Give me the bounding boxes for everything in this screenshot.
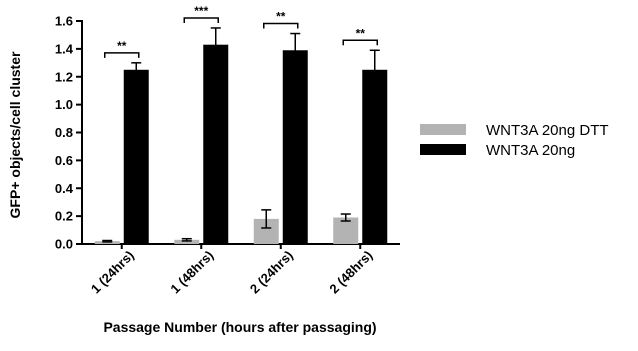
y-tick-label: 1.4 xyxy=(55,41,74,56)
y-tick-label: 0.6 xyxy=(55,153,73,168)
significance-label: *** xyxy=(194,4,208,18)
significance-label: ** xyxy=(117,39,127,53)
bar-dtt xyxy=(333,217,359,244)
x-tick-label: 1 (24hrs) xyxy=(88,248,137,297)
significance-label: ** xyxy=(356,26,366,40)
bar-dtt xyxy=(174,239,200,244)
significance-bracket xyxy=(263,22,299,29)
x-tick-label: 2 (48hrs) xyxy=(326,248,375,297)
y-tick-label: 0.8 xyxy=(55,125,73,140)
legend-label: WNT3A 20ng xyxy=(486,142,575,159)
y-tick-label: 0.2 xyxy=(55,209,73,224)
bar-wnt3a xyxy=(282,50,308,244)
x-axis-title: Passage Number (hours after passaging) xyxy=(103,319,376,335)
legend: WNT3A 20ng DTT WNT3A 20ng xyxy=(420,122,609,159)
y-tick-label: 1.0 xyxy=(55,97,73,112)
y-tick-label: 0.4 xyxy=(55,181,74,196)
legend-swatch xyxy=(420,124,466,135)
bar-wnt3a xyxy=(362,69,388,244)
x-tick-label: 1 (48hrs) xyxy=(167,248,216,297)
significance-label: ** xyxy=(276,10,286,24)
significance-bracket xyxy=(104,52,140,58)
y-tick-label: 0.0 xyxy=(55,237,73,252)
y-tick-label: 1.2 xyxy=(55,69,73,84)
legend-swatch xyxy=(420,144,466,155)
bar-wnt3a xyxy=(203,44,229,244)
x-tick-label: 2 (24hrs) xyxy=(247,248,296,297)
y-axis-title: GFP+ objects/cell cluster xyxy=(7,51,23,218)
y-tick-label: 1.6 xyxy=(55,14,73,29)
significance-bracket xyxy=(183,17,219,23)
plot-area: 0.0 0.2 0.4 0.6 0.8 1.0 1.2 1.4 1.6 ** 1 (24hrs) **… xyxy=(55,4,400,296)
significance-bracket xyxy=(342,39,378,46)
legend-label: WNT3A 20ng DTT xyxy=(486,122,609,139)
bar-wnt3a xyxy=(123,69,149,244)
